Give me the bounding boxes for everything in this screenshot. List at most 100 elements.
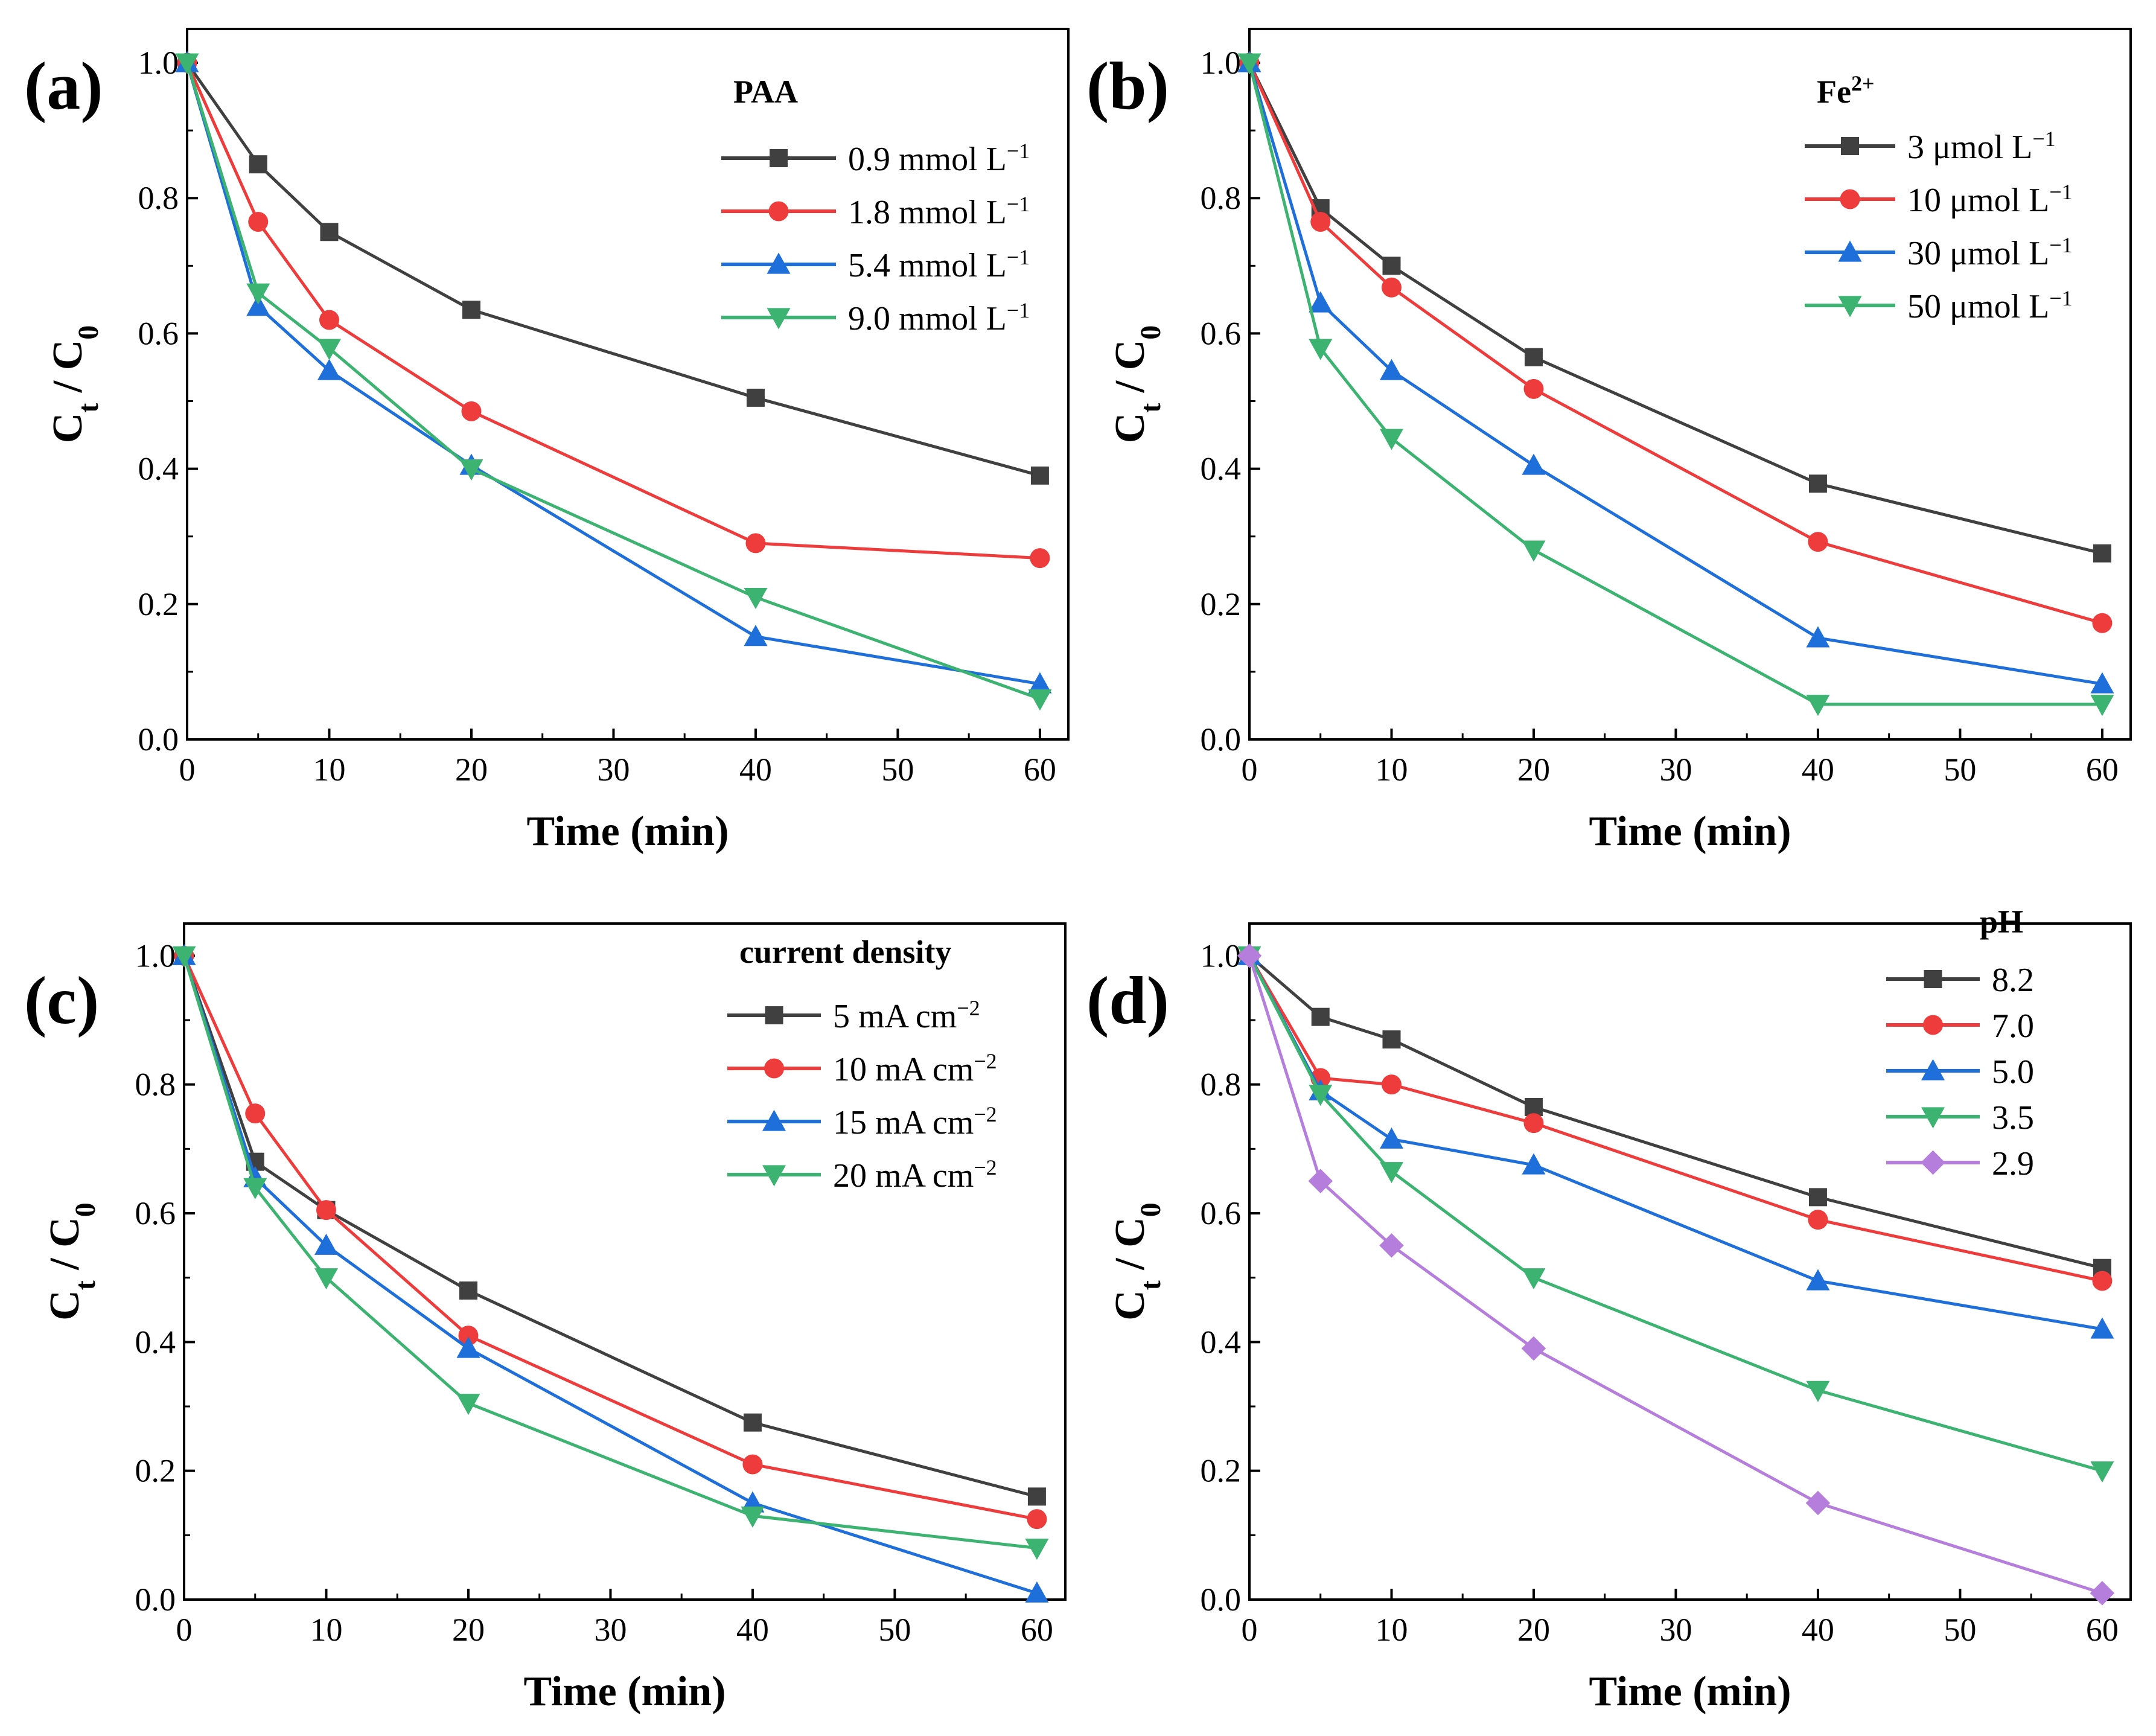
series-line	[182, 955, 1038, 1595]
legend-entry-label: 3.5	[1992, 1099, 2034, 1137]
y-tick-label: 1.0	[138, 45, 179, 81]
series-3	[172, 946, 1049, 1560]
data-point	[2090, 1581, 2115, 1606]
data-point	[1027, 1487, 1046, 1506]
data-point	[1522, 1268, 1546, 1290]
y-tick-label: 0.0	[1201, 721, 1242, 758]
legend-entry-label: 50 μmol L−1	[1907, 286, 2073, 325]
data-point	[461, 401, 482, 421]
x-tick-label: 0	[179, 752, 196, 788]
panel-a: 0 10 20 30 40 50 60 0.0 0.2 0.4 0.6 0.8 1.0 Time (min…	[24, 28, 1070, 855]
x-tick-label: 0	[1242, 752, 1258, 788]
y-tick-label: 0.4	[138, 451, 179, 487]
y-tick-label: 0.2	[1201, 586, 1242, 622]
x-tick-label: 60	[1021, 1612, 1053, 1648]
data-point	[1524, 1098, 1543, 1116]
x-tick-label: 30	[1659, 752, 1692, 788]
data-point	[1524, 348, 1543, 366]
y-tick-label: 0.0	[135, 1581, 176, 1618]
y-tick-label: 0.6	[135, 1195, 176, 1231]
x-tick-label: 0	[1242, 1612, 1258, 1648]
series-line	[182, 955, 1038, 1550]
data-point	[1381, 1074, 1402, 1095]
data-point	[1805, 1490, 1831, 1516]
panel-label: (c)	[24, 963, 99, 1038]
legend-entry-label: 20 mA cm−2	[833, 1155, 997, 1195]
data-point	[456, 1336, 480, 1358]
data-point	[246, 283, 270, 305]
legend-title: Fe2+	[1817, 71, 1874, 110]
series-line	[185, 62, 1041, 701]
series-line	[185, 62, 1041, 560]
data-point	[1522, 540, 1546, 562]
legend-marker	[765, 1006, 783, 1024]
legend-entry-label: 5.4 mmol L−1	[848, 245, 1030, 284]
x-axis-title: Time (min)	[523, 1668, 726, 1715]
data-point	[1379, 1233, 1404, 1258]
data-point	[1025, 1539, 1049, 1560]
y-tick-label: 0.4	[135, 1324, 176, 1360]
series-4	[1237, 943, 2115, 1606]
data-point	[1379, 1127, 1403, 1149]
data-point	[1237, 53, 1261, 75]
data-point	[2092, 613, 2113, 633]
data-point	[1808, 1188, 1827, 1207]
y-tick-label: 0.8	[138, 180, 179, 216]
panel-b: 0 10 20 30 40 50 60 0.0 0.2 0.4 0.6 0.8 1.0 Time (min…	[1086, 28, 2132, 855]
data-point	[1522, 1153, 1546, 1175]
data-point	[1309, 291, 1333, 313]
data-point	[1382, 257, 1401, 275]
legend-entry-label: 9.0 mmol L−1	[848, 298, 1030, 337]
x-tick-label: 60	[2086, 1612, 2119, 1648]
x-tick-label: 10	[310, 1612, 342, 1648]
x-tick-label: 10	[313, 752, 345, 788]
y-tick-label: 0.0	[138, 721, 179, 758]
x-tick-label: 50	[881, 752, 914, 788]
legend-title: current density	[739, 934, 951, 970]
series-line	[1248, 62, 2103, 686]
data-point	[742, 1454, 763, 1475]
data-point	[1379, 359, 1403, 380]
data-point	[1027, 1509, 1047, 1530]
data-point	[1523, 1113, 1544, 1134]
series-line	[1248, 62, 2103, 555]
data-point	[1806, 1380, 1830, 1402]
y-tick-label: 1.0	[1201, 45, 1242, 81]
data-point	[1309, 339, 1333, 360]
legend-marker	[1840, 189, 1860, 209]
x-tick-label: 20	[452, 1612, 485, 1648]
series-3	[175, 53, 1052, 711]
legend-marker	[1838, 240, 1862, 262]
data-point	[462, 301, 480, 319]
data-point	[746, 388, 765, 407]
legend-marker	[767, 308, 791, 330]
plot-frame	[1248, 922, 2132, 1601]
y-tick-label: 0.2	[138, 586, 179, 622]
legend-entry-label: 3 μmol L−1	[1907, 127, 2056, 166]
x-tick-label: 50	[1944, 1612, 1976, 1648]
data-point	[1237, 943, 1262, 968]
series-line	[182, 955, 1038, 1498]
data-point	[246, 295, 270, 316]
data-point	[1311, 1007, 1330, 1026]
x-tick-label: 20	[455, 752, 488, 788]
x-tick-label: 50	[1944, 752, 1976, 788]
data-point	[1808, 1210, 1828, 1230]
y-tick-label: 0.4	[1201, 1324, 1242, 1360]
series-line	[1248, 954, 2103, 1270]
legend-marker	[762, 1165, 786, 1187]
x-tick-label: 30	[597, 752, 630, 788]
y-tick-label: 0.8	[1201, 1067, 1242, 1103]
legend-marker	[1838, 296, 1862, 318]
data-point	[1382, 1030, 1401, 1048]
data-point	[317, 339, 341, 360]
data-point	[2090, 1461, 2114, 1483]
data-point	[459, 459, 483, 481]
series-2	[1237, 51, 2114, 694]
data-point	[743, 1413, 762, 1432]
y-tick-label: 0.2	[135, 1453, 176, 1489]
data-point	[745, 533, 766, 554]
legend-marker	[764, 1058, 784, 1079]
data-point	[1523, 378, 1544, 399]
